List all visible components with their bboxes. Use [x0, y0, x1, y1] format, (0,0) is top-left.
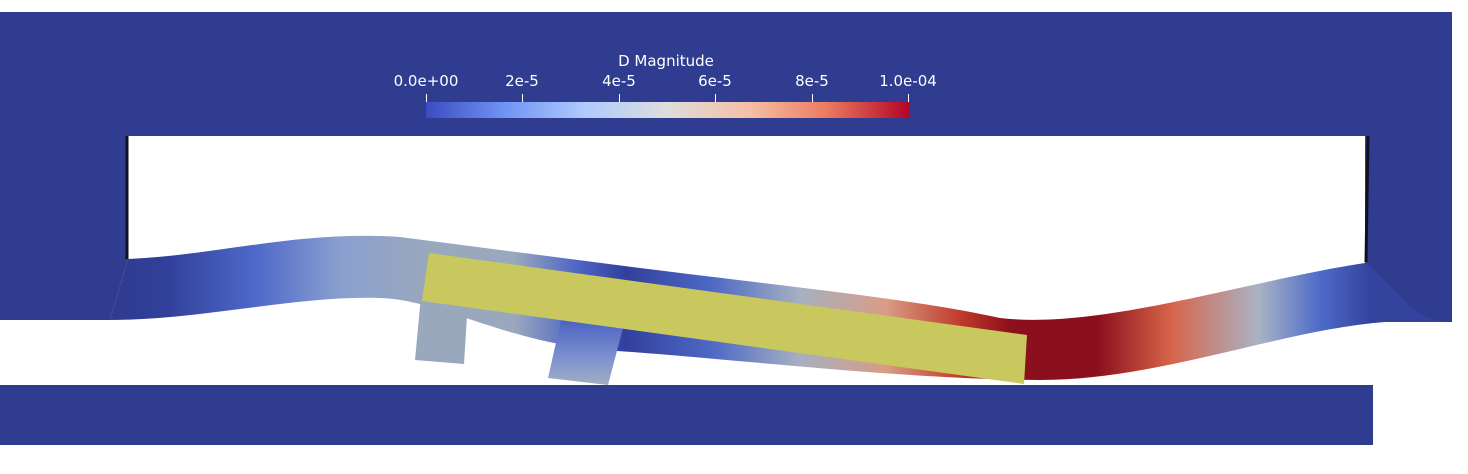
tick-mark	[426, 94, 427, 103]
contact-post-left	[415, 296, 468, 364]
tick-mark	[522, 94, 523, 103]
tick-label: 2e-5	[505, 72, 539, 90]
tick-label: 0.0e+00	[393, 72, 459, 90]
tick-mark	[908, 94, 909, 103]
tick-mark	[619, 94, 620, 103]
colorbar	[426, 102, 909, 118]
tick-label: 6e-5	[698, 72, 732, 90]
contact-post-right	[548, 316, 624, 385]
tick-label: 4e-5	[602, 72, 636, 90]
tick-label: 1.0e-04	[879, 72, 937, 90]
outer-frame	[0, 12, 1452, 322]
tick-mark	[715, 94, 716, 103]
tick-label: 8e-5	[795, 72, 829, 90]
tick-mark	[812, 94, 813, 103]
cavity-edge-right	[1364, 135, 1370, 263]
rigid-body	[422, 253, 1027, 384]
legend-title: D Magnitude	[618, 52, 714, 70]
bottom-substrate	[0, 385, 1373, 445]
